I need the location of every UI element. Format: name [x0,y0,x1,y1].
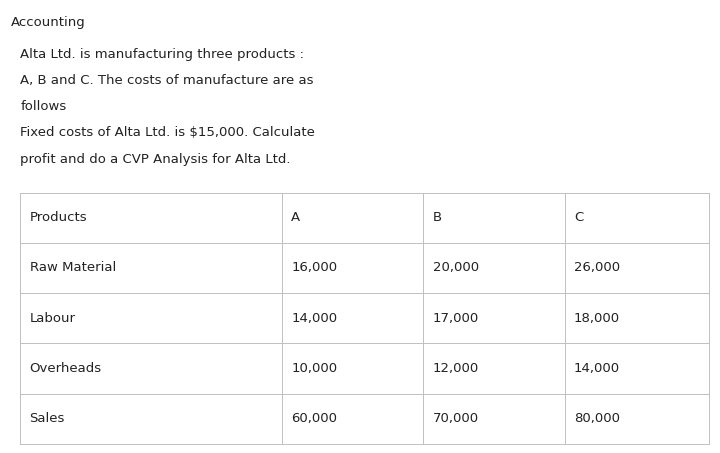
Text: Accounting: Accounting [11,16,86,29]
Text: B: B [433,211,442,224]
Text: profit and do a CVP Analysis for Alta Ltd.: profit and do a CVP Analysis for Alta Lt… [20,153,291,166]
Text: Products: Products [30,211,87,224]
Text: A: A [292,211,300,224]
Text: Labour: Labour [30,312,76,325]
Text: Overheads: Overheads [30,362,102,375]
Text: Raw Material: Raw Material [30,261,116,275]
Text: 12,000: 12,000 [433,362,479,375]
Text: follows: follows [20,100,66,113]
Text: Sales: Sales [30,412,65,425]
Text: Alta Ltd. is manufacturing three products :: Alta Ltd. is manufacturing three product… [20,48,304,61]
Text: 18,000: 18,000 [574,312,620,325]
Text: 16,000: 16,000 [292,261,338,275]
Text: Fixed costs of Alta Ltd. is $15,000. Calculate: Fixed costs of Alta Ltd. is $15,000. Cal… [20,126,315,140]
Text: 26,000: 26,000 [574,261,620,275]
Text: 17,000: 17,000 [433,312,479,325]
Text: 60,000: 60,000 [292,412,338,425]
Text: 20,000: 20,000 [433,261,479,275]
Text: 14,000: 14,000 [292,312,338,325]
Text: A, B and C. The costs of manufacture are as: A, B and C. The costs of manufacture are… [20,74,314,87]
Text: 80,000: 80,000 [574,412,620,425]
Text: 14,000: 14,000 [574,362,620,375]
Text: C: C [574,211,583,224]
Text: 70,000: 70,000 [433,412,479,425]
Text: 10,000: 10,000 [292,362,338,375]
